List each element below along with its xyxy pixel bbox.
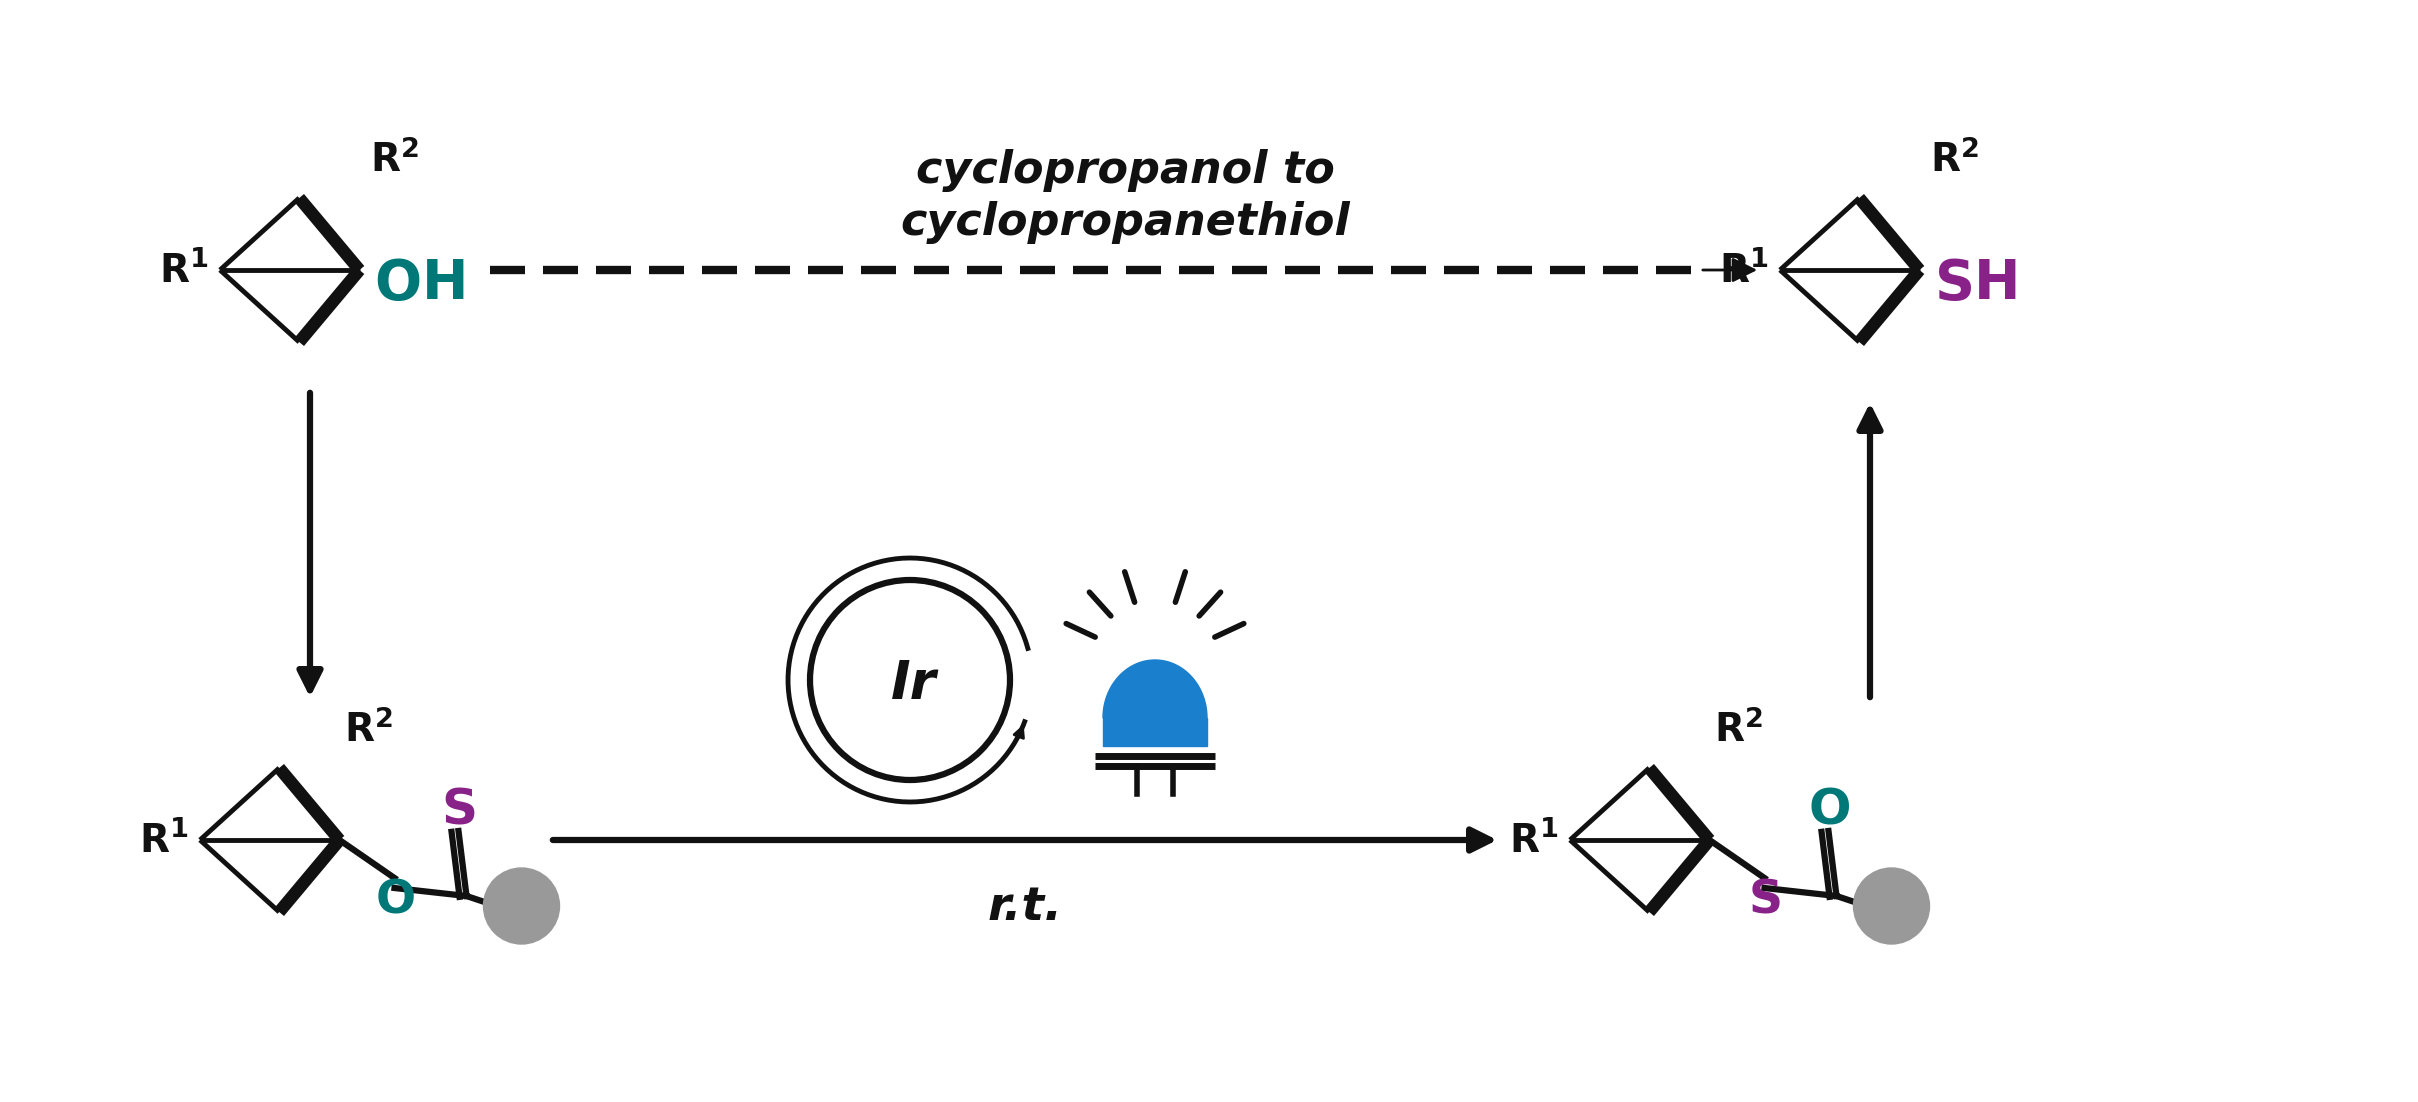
Polygon shape: [1103, 660, 1207, 719]
Text: $\mathbf{R^1}$: $\mathbf{R^1}$: [138, 821, 189, 860]
Text: $\mathbf{S}$: $\mathbf{S}$: [442, 785, 476, 833]
Text: cyclopropanethiol: cyclopropanethiol: [899, 201, 1349, 244]
Text: $\mathbf{R^2}$: $\mathbf{R^2}$: [1930, 140, 1978, 180]
Text: cyclopropanol to: cyclopropanol to: [916, 149, 1335, 192]
Text: r.t.: r.t.: [987, 886, 1062, 930]
Text: $\mathbf{R^2}$: $\mathbf{R^2}$: [343, 711, 394, 750]
Text: $\mathbf{R^2}$: $\mathbf{R^2}$: [1714, 711, 1763, 750]
Text: $\mathbf{R^2}$: $\mathbf{R^2}$: [370, 140, 418, 180]
Text: $\mathbf{R^1}$: $\mathbf{R^1}$: [1719, 250, 1768, 290]
Text: $\mathbf{S}$: $\mathbf{S}$: [1748, 877, 1780, 922]
Text: $\mathbf{O}$: $\mathbf{O}$: [375, 877, 413, 922]
Text: $\mathbf{SH}$: $\mathbf{SH}$: [1934, 257, 2017, 311]
Text: $\mathbf{R^1}$: $\mathbf{R^1}$: [1509, 821, 1557, 860]
Text: $\mathbf{OH}$: $\mathbf{OH}$: [372, 257, 464, 311]
Text: Ir: Ir: [892, 658, 936, 710]
Circle shape: [484, 868, 559, 944]
Text: $\mathbf{O}$: $\mathbf{O}$: [1809, 785, 1850, 833]
Circle shape: [1855, 868, 1930, 944]
Text: $\mathbf{R^1}$: $\mathbf{R^1}$: [160, 250, 208, 290]
Polygon shape: [1103, 719, 1207, 746]
